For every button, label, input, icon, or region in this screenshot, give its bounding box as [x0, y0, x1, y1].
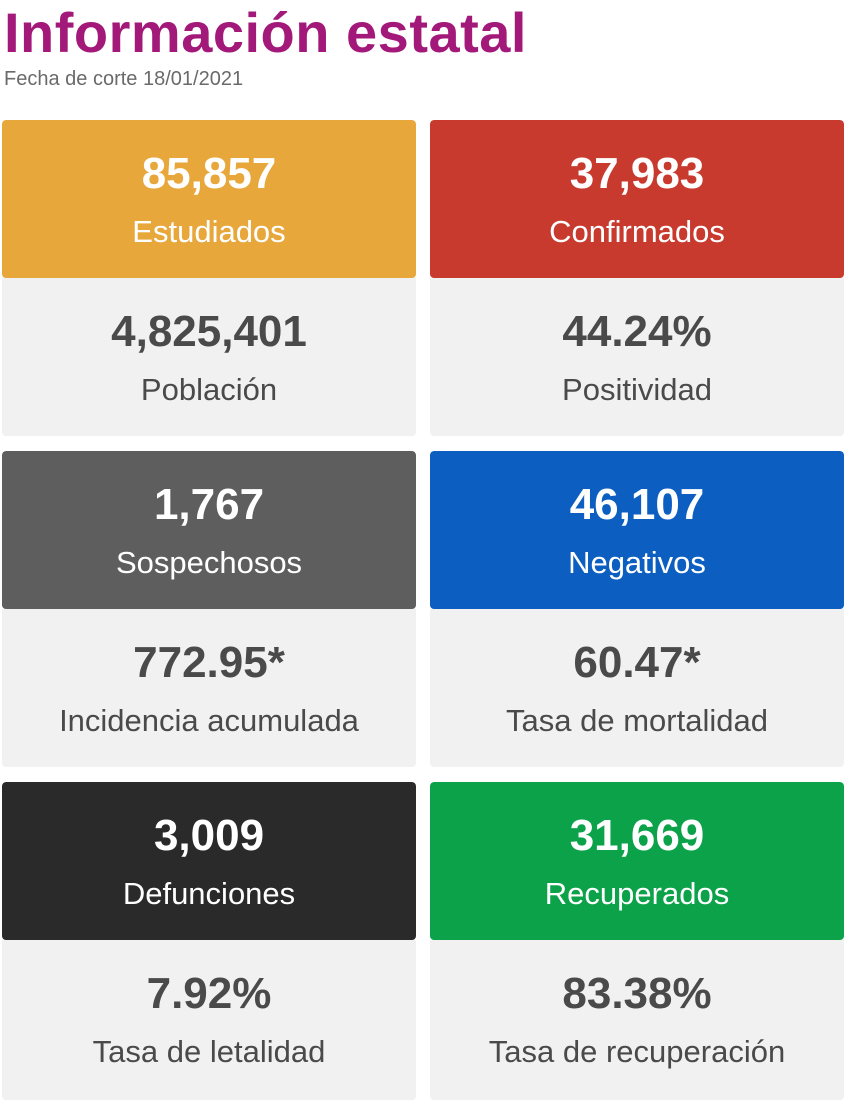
- mortalidad-label: Tasa de mortalidad: [506, 703, 768, 738]
- card-defunciones: 3,009 Defunciones 7.92% Tasa de letalida…: [2, 782, 416, 1100]
- card-sospechosos: 1,767 Sospechosos 772.95* Incidencia acu…: [2, 451, 416, 767]
- mortalidad-value: 60.47*: [573, 638, 701, 687]
- defunciones-label: Defunciones: [122, 876, 296, 911]
- positividad-label: Positividad: [562, 372, 712, 407]
- card-head-defunciones: 3,009 Defunciones: [2, 782, 416, 940]
- card-confirmados: 37,983 Confirmados 44.24% Positividad: [430, 120, 844, 436]
- estudiados-value: 85,857: [141, 149, 277, 198]
- card-estudiados: 85,857 Estudiados 4,825,401 Población: [2, 120, 416, 436]
- card-head-negativos: 46,107 Negativos: [430, 451, 844, 609]
- poblacion-value: 4,825,401: [111, 307, 307, 356]
- recuperados-label: Recuperados: [544, 876, 730, 911]
- letalidad-value: 7.92%: [146, 969, 272, 1018]
- confirmados-value: 37,983: [569, 149, 705, 198]
- card-head-sospechosos: 1,767 Sospechosos: [2, 451, 416, 609]
- defunciones-value: 3,009: [153, 811, 265, 860]
- page-title: Información estatal: [4, 1, 527, 64]
- incidencia-value: 772.95*: [133, 638, 285, 687]
- letalidad-label: Tasa de letalidad: [92, 1034, 326, 1069]
- cutoff-date: Fecha de corte 18/01/2021: [4, 68, 244, 90]
- sospechosos-value: 1,767: [153, 480, 265, 529]
- poblacion-label: Población: [140, 372, 278, 407]
- positividad-value: 44.24%: [562, 307, 712, 356]
- card-body-incidencia: 772.95* Incidencia acumulada: [2, 609, 416, 767]
- confirmados-label: Confirmados: [549, 214, 725, 249]
- card-head-recuperados: 31,669 Recuperados: [430, 782, 844, 940]
- card-body-letalidad: 7.92% Tasa de letalidad: [2, 940, 416, 1100]
- card-body-recuperacion: 83.38% Tasa de recuperación: [430, 940, 844, 1100]
- card-body-mortalidad: 60.47* Tasa de mortalidad: [430, 609, 844, 767]
- estudiados-label: Estudiados: [132, 214, 286, 249]
- card-body-poblacion: 4,825,401 Población: [2, 278, 416, 436]
- card-body-positividad: 44.24% Positividad: [430, 278, 844, 436]
- negativos-value: 46,107: [569, 480, 705, 529]
- card-head-confirmados: 37,983 Confirmados: [430, 120, 844, 278]
- incidencia-label: Incidencia acumulada: [59, 703, 359, 738]
- card-head-estudiados: 85,857 Estudiados: [2, 120, 416, 278]
- negativos-label: Negativos: [568, 545, 706, 580]
- card-negativos: 46,107 Negativos 60.47* Tasa de mortalid…: [430, 451, 844, 767]
- recuperados-value: 31,669: [569, 811, 705, 860]
- card-recuperados: 31,669 Recuperados 83.38% Tasa de recupe…: [430, 782, 844, 1100]
- recuperacion-label: Tasa de recuperación: [488, 1034, 786, 1069]
- recuperacion-value: 83.38%: [562, 969, 712, 1018]
- sospechosos-label: Sospechosos: [115, 545, 303, 580]
